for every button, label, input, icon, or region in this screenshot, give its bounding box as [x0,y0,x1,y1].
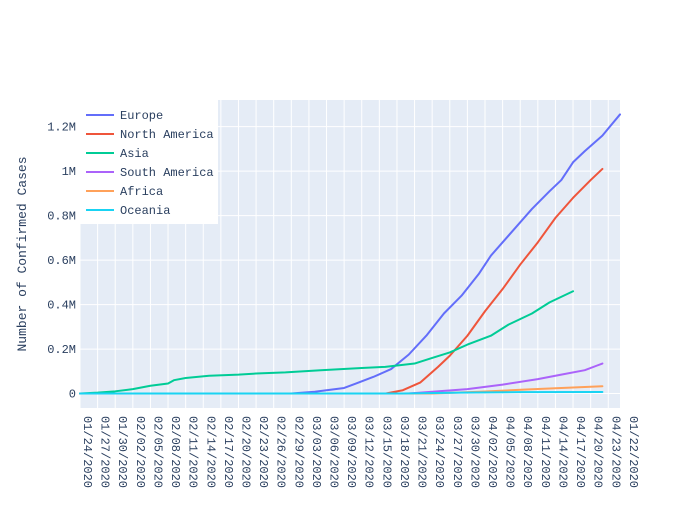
y-tick-label: 0 [69,388,76,402]
y-tick-label: 1M [62,165,76,179]
legend-label-oceania[interactable]: Oceania [120,204,170,218]
x-tick-label: 02/29/2020 [291,416,305,488]
axes: 0 0.2M 0.4M 0.6M 0.8M 1M 1.2M 01/24/2020 01/27/2… [47,121,640,488]
x-tick-label: 04/17/2020 [573,416,587,488]
x-tick-label: 04/11/2020 [538,416,552,488]
x-tick-label: 02/26/2020 [274,416,288,488]
y-tick-label: 0.8M [47,210,76,224]
series-line-north-america[interactable] [79,167,604,395]
x-tick-label: 04/05/2020 [503,416,517,488]
x-tick-label: 04/02/2020 [485,416,499,488]
x-tick-label: 02/23/2020 [256,416,270,488]
x-tick-label: 03/06/2020 [327,416,341,488]
x-tick-label: 03/18/2020 [397,416,411,488]
series-line-asia[interactable] [79,290,575,395]
x-tick-label: 02/14/2020 [203,416,217,488]
series-line-oceania[interactable] [79,390,604,395]
x-tick-label: 04/08/2020 [520,416,534,488]
x-tick-label: 02/02/2020 [133,416,147,488]
y-axis-label: Number of Confirmed Cases [15,156,30,351]
x-tick-label: 03/21/2020 [415,416,429,488]
x-tick-label: 02/08/2020 [168,416,182,488]
x-tick-label: 03/09/2020 [344,416,358,488]
x-tick-label: 01/27/2020 [98,416,112,488]
x-tick-label: 03/12/2020 [362,416,376,488]
legend[interactable]: Europe North America Asia South America Afri… [80,100,218,224]
x-tick-label: 03/24/2020 [432,416,446,488]
x-tick-label: 02/17/2020 [221,416,235,488]
legend-label-north-america[interactable]: North America [120,128,214,142]
y-tick-label: 0.4M [47,299,76,313]
x-tick-label: 04/14/2020 [555,416,569,488]
series-lines [79,113,621,395]
legend-label-africa[interactable]: Africa [120,185,163,199]
x-tick-label: 02/05/2020 [150,416,164,488]
x-tick-label: 03/27/2020 [450,416,464,488]
x-tick-label: 01/30/2020 [115,416,129,488]
series-line-europe[interactable] [79,113,621,395]
x-tick-label: 02/20/2020 [238,416,252,488]
x-tick-label: 01/22/2020 [626,416,640,488]
x-tick-label: 02/11/2020 [186,416,200,488]
legend-label-asia[interactable]: Asia [120,147,149,161]
x-tick-label: 04/20/2020 [591,416,605,488]
y-tick-label: 0.6M [47,254,76,268]
x-tick-label: 04/23/2020 [608,416,622,488]
x-tick-label: 03/30/2020 [467,416,481,488]
x-tick-label: 01/24/2020 [80,416,94,488]
legend-label-europe[interactable]: Europe [120,109,163,123]
legend-label-south-america[interactable]: South America [120,166,214,180]
x-tick-label: 03/15/2020 [379,416,393,488]
legend-background [80,100,218,224]
x-tick-label: 03/03/2020 [309,416,323,488]
y-tick-label: 0.2M [47,343,76,357]
y-tick-label: 1.2M [47,121,76,135]
